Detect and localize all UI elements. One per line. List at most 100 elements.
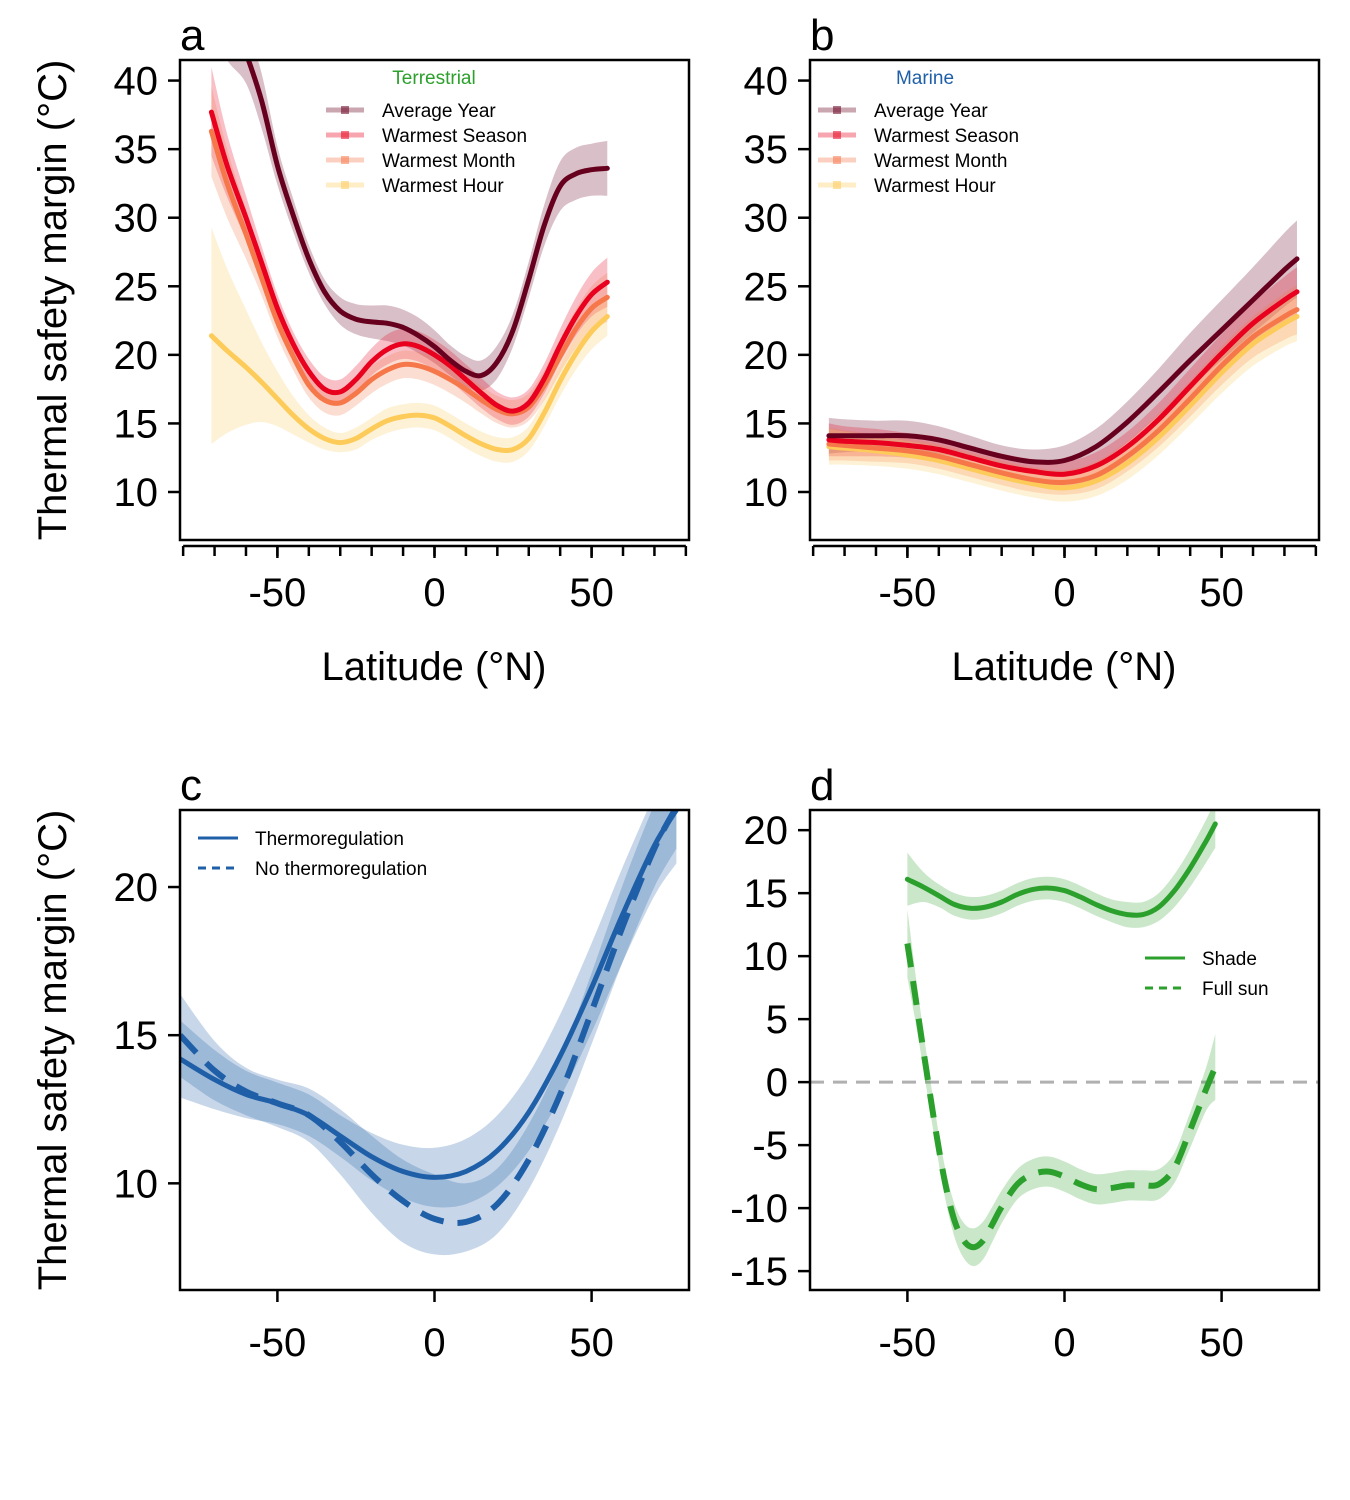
panel-letter-a: a (180, 11, 205, 60)
y-tick-label: -5 (752, 1124, 788, 1168)
y-tick-label: 20 (744, 334, 789, 378)
y-tick-label: 35 (114, 128, 159, 172)
y-tick-label: -10 (730, 1187, 788, 1231)
y-tick-label: 10 (114, 1162, 159, 1206)
y-tick-label: 15 (744, 402, 789, 446)
x-axis-title-b: Latitude (°N) (952, 645, 1177, 689)
y-tick-label: 30 (114, 197, 159, 241)
y-tick-label: 40 (744, 60, 789, 104)
legend-title-a: Terrestrial (392, 68, 475, 89)
x-tick-label: -50 (878, 1321, 936, 1365)
panel-letter-d: d (810, 761, 834, 810)
ci-band-a-1 (211, 66, 608, 425)
y-tick-label: 15 (114, 1014, 159, 1058)
legend-a: Terrestrial Average Year Warmest Season War… (326, 68, 527, 197)
y-tick-label: 25 (744, 265, 789, 309)
series-line-b-0 (826, 256, 1300, 465)
legend-label: Warmest Season (382, 126, 527, 147)
legend-swatch-marker (833, 156, 841, 164)
y-tick-label: 5 (766, 998, 788, 1042)
y-tick-label: 15 (744, 872, 789, 916)
y-tick-label: 40 (114, 60, 159, 104)
panel-letter-c: c (180, 761, 202, 810)
y-axis-title-top: Thermal safety margin (°C) (31, 60, 75, 541)
x-tick-label: -50 (878, 571, 936, 615)
ci-band-b-1 (828, 267, 1297, 487)
y-tick-label: 25 (114, 265, 159, 309)
legend-b: Marine Average Year Warmest Season Warmest … (818, 68, 1019, 197)
y-tick-label: 15 (114, 402, 159, 446)
x-tick-label: 50 (1199, 571, 1244, 615)
plot-frame-b (808, 58, 1321, 542)
plot-area-b (826, 220, 1300, 502)
y-tick-label: -15 (730, 1250, 788, 1294)
y-tick-label: 20 (744, 809, 789, 853)
y-axis-title-bottom: Thermal safety margin (°C) (31, 810, 75, 1291)
ci-band-a-0 (227, 60, 608, 391)
panel-c: c 10 15 20 -50 0 50 Thermoregulation No thermore… (114, 761, 691, 1365)
legend-label: Warmest Month (382, 151, 515, 172)
legend-label: Average Year (382, 101, 496, 122)
x-tick-label: 0 (1053, 1321, 1075, 1365)
y-tick-label: 10 (744, 471, 789, 515)
ci-band-a-2 (211, 86, 608, 428)
y-tick-label: 10 (114, 471, 159, 515)
legend-c: Thermoregulation No thermoregulation (198, 829, 427, 880)
legend-label: No thermoregulation (255, 859, 427, 880)
legend-label: Average Year (874, 101, 988, 122)
legend-swatch-marker (341, 156, 349, 164)
legend-label: Thermoregulation (255, 829, 404, 850)
panel-a: a 10 15 20 25 30 35 40 -50 0 50 Terrestrial Average … (114, 11, 691, 615)
series-line-b-3 (826, 314, 1300, 491)
panel-b: b 10 15 20 25 30 35 40 -50 0 50 Marine Average Year W… (744, 11, 1321, 615)
panel-letter-b: b (810, 11, 834, 60)
legend-swatch-marker (341, 131, 349, 139)
legend-label: Warmest Hour (874, 176, 996, 197)
legend-swatch-marker (833, 106, 841, 114)
x-tick-label: -50 (248, 1321, 306, 1365)
plot-area-d (810, 810, 1319, 1267)
legend-title-b: Marine (896, 68, 954, 89)
legend-label: Shade (1202, 949, 1257, 970)
y-tick-label: 20 (114, 866, 159, 910)
x-tick-label: 0 (1053, 571, 1075, 615)
series-line-a-0 (245, 60, 610, 379)
legend-label: Full sun (1202, 979, 1269, 1000)
x-tick-label: 50 (569, 1321, 614, 1365)
legend-label: Warmest Season (874, 126, 1019, 147)
x-tick-label: 50 (569, 571, 614, 615)
ci-band-c-1 (180, 810, 677, 1256)
legend-swatch-marker (341, 106, 349, 114)
legend-swatch-marker (341, 181, 349, 189)
plot-area-c (180, 810, 679, 1256)
plot-area-a (208, 60, 610, 463)
y-tick-label: 10 (744, 935, 789, 979)
series-line-a-2 (208, 128, 610, 417)
series-line-a-1 (208, 109, 610, 414)
y-tick-label: 0 (766, 1061, 788, 1105)
ci-band-d-1 (907, 909, 1216, 1267)
series-line-d-0 (904, 821, 1218, 918)
series-line-b-2 (826, 307, 1300, 486)
x-tick-label: 0 (423, 1321, 445, 1365)
ci-band-d-0 (907, 810, 1216, 928)
y-tick-label: 30 (744, 197, 789, 241)
legend-swatch-marker (833, 131, 841, 139)
legend-label: Warmest Hour (382, 176, 504, 197)
x-tick-label: 50 (1199, 1321, 1244, 1365)
x-axis-title-a: Latitude (°N) (322, 645, 547, 689)
x-tick-label: 0 (423, 571, 445, 615)
series-line-b-1 (826, 289, 1300, 477)
legend-swatch-marker (833, 181, 841, 189)
series-line-c-1 (180, 810, 679, 1226)
y-tick-label: 20 (114, 334, 159, 378)
legend-label: Warmest Month (874, 151, 1007, 172)
series-line-a-3 (208, 314, 610, 454)
x-tick-label: -50 (248, 571, 306, 615)
legend-d: Shade Full sun (1145, 949, 1269, 1000)
y-tick-label: 35 (744, 128, 789, 172)
series-line-d-1 (904, 943, 1219, 1251)
plot-frame-a (178, 58, 691, 542)
